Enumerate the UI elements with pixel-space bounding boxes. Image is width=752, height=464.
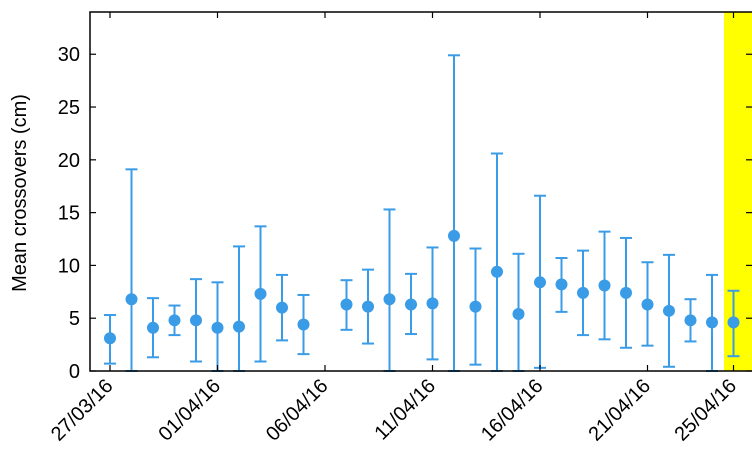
x-axis-ticks: 27/03/16 01/04/16 06/04/16 11/04/16 16/04/16… bbox=[47, 12, 741, 446]
data-point bbox=[620, 286, 632, 299]
data-point bbox=[555, 278, 568, 291]
x-tick-label: 27/03/16 bbox=[47, 375, 118, 446]
y-axis-ticks: 0 5 10 15 20 25 30 bbox=[58, 44, 752, 383]
x-tick-label: 06/04/16 bbox=[262, 375, 333, 446]
data-point bbox=[534, 276, 546, 289]
data-point bbox=[147, 321, 159, 334]
data-point bbox=[190, 314, 202, 327]
x-tick-label: 11/04/16 bbox=[370, 375, 440, 445]
x-tick-label: 01/04/16 bbox=[154, 375, 225, 446]
data-point bbox=[512, 307, 525, 320]
data-point bbox=[491, 265, 503, 278]
y-axis-label: Mean crossovers (cm) bbox=[9, 94, 31, 292]
data-point bbox=[426, 297, 439, 310]
data-point bbox=[405, 298, 417, 311]
error-bar bbox=[233, 245, 245, 372]
error-bar bbox=[383, 208, 396, 372]
x-tick-label: 16/04/16 bbox=[477, 375, 548, 446]
y-tick-label: 0 bbox=[69, 361, 80, 383]
data-point bbox=[383, 293, 396, 306]
plot-frame bbox=[89, 11, 752, 372]
error-bar bbox=[125, 168, 138, 372]
y-tick-label: 30 bbox=[58, 44, 80, 66]
y-tick-label: 10 bbox=[58, 255, 80, 277]
data-point bbox=[641, 298, 654, 311]
y-tick-label: 5 bbox=[69, 308, 80, 330]
y-tick-label: 20 bbox=[58, 150, 80, 172]
data-point bbox=[125, 293, 138, 306]
highlight-band bbox=[724, 12, 752, 371]
data-point bbox=[340, 298, 353, 311]
data-point bbox=[276, 301, 288, 314]
data-point bbox=[598, 279, 611, 292]
y-tick-label: 25 bbox=[58, 97, 80, 119]
data-point bbox=[727, 316, 740, 329]
data-point bbox=[168, 314, 181, 327]
data-point bbox=[297, 318, 310, 331]
data-point bbox=[448, 229, 460, 242]
y-tick-label: 15 bbox=[58, 203, 80, 225]
data-point bbox=[254, 287, 267, 300]
x-tick-label: 21/04/16 bbox=[584, 375, 655, 446]
data-point bbox=[233, 320, 245, 333]
data-point bbox=[684, 314, 697, 327]
data-point bbox=[706, 316, 718, 329]
error-bar bbox=[491, 152, 503, 372]
data-point bbox=[211, 321, 224, 334]
data-point bbox=[104, 332, 116, 345]
data-point bbox=[663, 304, 675, 317]
data-point bbox=[577, 286, 589, 299]
x-tick-label: 25/04/16 bbox=[670, 375, 741, 446]
data-point bbox=[362, 300, 374, 313]
data-point bbox=[469, 300, 482, 313]
data-points bbox=[104, 229, 740, 345]
error-bar bbox=[448, 54, 460, 372]
